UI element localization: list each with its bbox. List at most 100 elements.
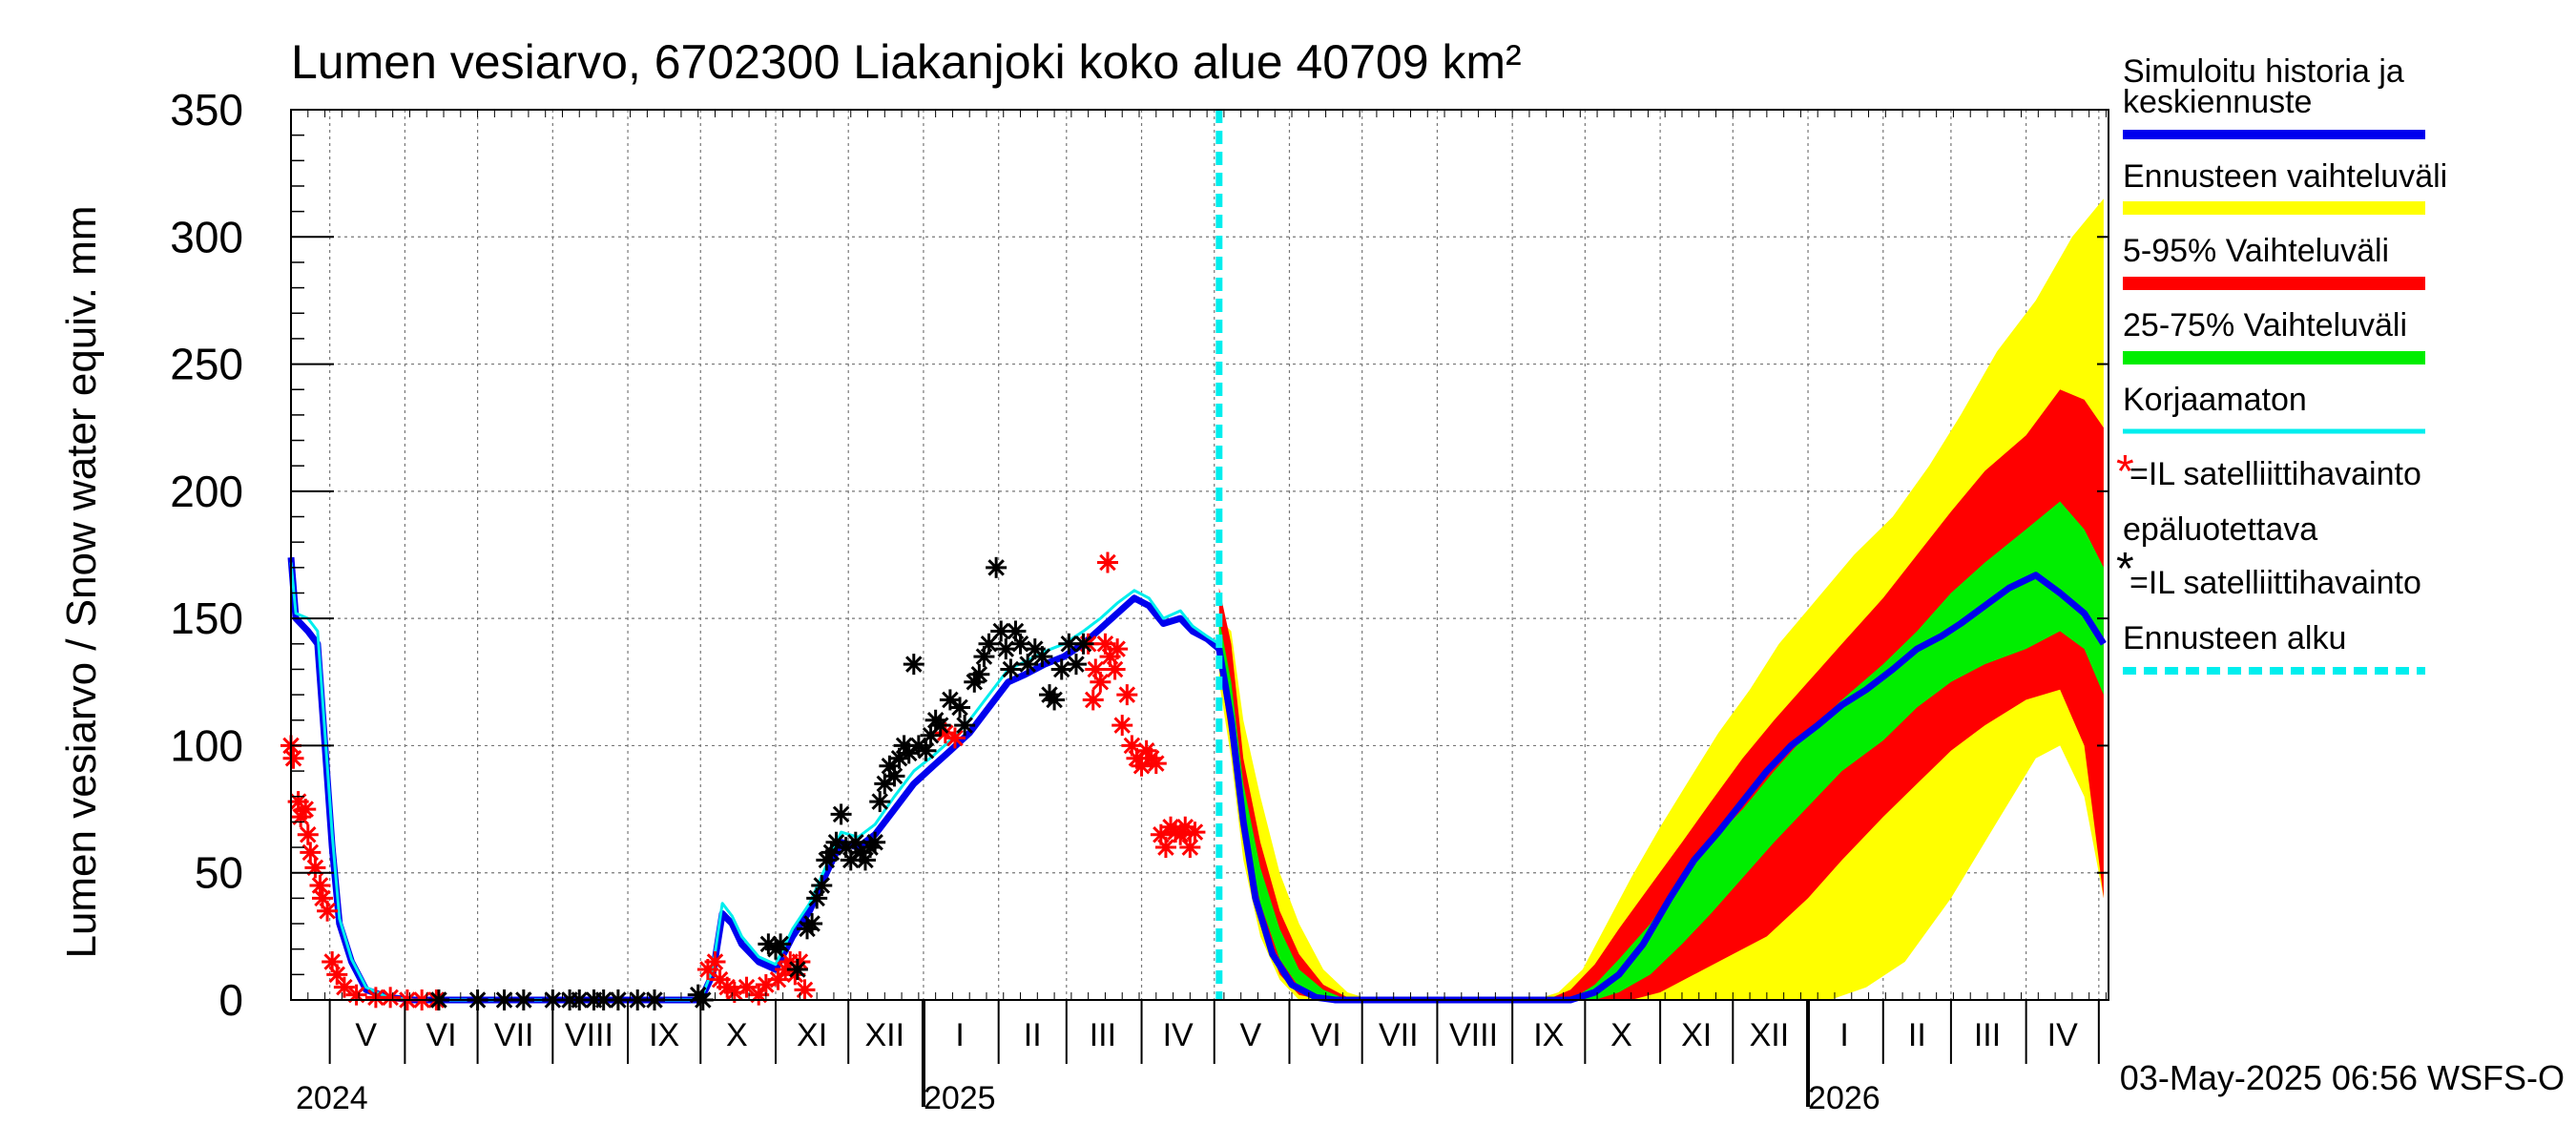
x-year-label: 2024	[296, 1080, 368, 1116]
x-month-label: XI	[1681, 1017, 1712, 1053]
y-axis-label: Lumen vesiarvo / Snow water equiv. mm	[58, 205, 105, 958]
x-month-label: III	[1090, 1017, 1116, 1053]
sat-obs-marker	[825, 831, 847, 853]
y-tick-label: 50	[195, 848, 243, 898]
legend-uncorrected-label: Korjaamaton	[2123, 382, 2307, 418]
sat-obs-marker	[869, 791, 891, 813]
sat-obs-marker	[949, 697, 971, 718]
legend-p25-75-label: 25-75% Vaihteluväli	[2123, 307, 2407, 344]
x-month-label: IV	[2047, 1017, 2078, 1053]
y-axis: 0 50 100 150 200 250 300 350	[170, 85, 2109, 1025]
x-year-label: 2025	[924, 1080, 996, 1116]
sat-obs-marker	[883, 765, 905, 787]
y-tick-label: 200	[170, 467, 243, 516]
legend-sat-unreliable-marker: *	[2116, 447, 2134, 497]
sat-unreliable-marker	[380, 987, 402, 1009]
x-month-label: X	[1610, 1017, 1632, 1053]
sat-obs-marker	[939, 689, 961, 711]
sat-obs-marker	[830, 803, 852, 825]
sat-unreliable-marker	[1179, 837, 1201, 859]
forecast-bands	[1218, 198, 2104, 1001]
plot-frame	[290, 109, 2109, 1001]
x-month-label: II	[1024, 1017, 1042, 1053]
legend-sat-unreliable-label-2: epäluotettava	[2123, 511, 2317, 548]
x-month-label: V	[1239, 1017, 1261, 1053]
sat-obs-marker	[1050, 658, 1072, 680]
legend-range-label: Ennusteen vaihteluväli	[2123, 158, 2447, 195]
sat-unreliable-marker	[1090, 671, 1111, 693]
legend-sat-obs-label: =IL satelliittihavainto	[2129, 565, 2421, 601]
x-month-label: XII	[865, 1017, 905, 1053]
x-month-label: IX	[649, 1017, 679, 1053]
x-month-label: VI	[1311, 1017, 1341, 1053]
sat-obs-marker	[801, 913, 823, 935]
sat-obs-marker	[1072, 633, 1094, 655]
sat-unreliable-marker	[297, 823, 319, 845]
sat-obs-marker	[978, 633, 1000, 655]
x-month-label: IX	[1533, 1017, 1564, 1053]
sat-obs-marker	[1000, 658, 1022, 680]
x-month-label: VII	[1379, 1017, 1419, 1053]
legend-forecast-start-label: Ennusteen alku	[2123, 620, 2346, 656]
x-month-label: I	[1839, 1017, 1848, 1053]
plot-area	[280, 109, 2109, 1010]
legend: Simuloitu historia ja keskiennuste Ennus…	[2116, 53, 2447, 675]
legend-simulated-label-2: keskiennuste	[2123, 84, 2312, 120]
sat-obs-marker	[1031, 646, 1053, 668]
y-tick-label: 0	[218, 975, 243, 1025]
grid	[291, 110, 2109, 1000]
y-tick-label: 300	[170, 212, 243, 261]
sat-obs-marker	[786, 959, 808, 981]
sat-unreliable-marker	[333, 976, 355, 998]
y-tick-label: 150	[170, 593, 243, 643]
sat-obs-marker	[840, 849, 862, 871]
sat-unreliable-marker	[1174, 816, 1196, 838]
x-month-label: VIII	[1449, 1017, 1498, 1053]
x-year-label: 2026	[1808, 1080, 1880, 1116]
x-month-label: XI	[797, 1017, 827, 1053]
sat-obs-marker	[1009, 633, 1031, 655]
x-month-label: VII	[494, 1017, 534, 1053]
sat-unreliable-marker	[704, 951, 726, 973]
sat-obs-marker	[968, 663, 990, 685]
sat-obs-marker	[954, 715, 976, 737]
x-month-label: VI	[426, 1017, 456, 1053]
sat-obs-marker	[770, 933, 792, 955]
x-axis: V VI VII VIII IX X XI XII I II III IV V VI VII VIII IX X X…	[290, 110, 2107, 1116]
sat-unreliable-marker	[1096, 552, 1118, 573]
sat-unreliable-marker	[309, 875, 331, 897]
x-month-label: II	[1908, 1017, 1926, 1053]
y-tick-label: 250	[170, 340, 243, 389]
x-month-label: III	[1974, 1017, 2001, 1053]
sat-unreliable-marker	[1116, 684, 1138, 706]
sat-unreliable-marker	[1145, 753, 1167, 775]
x-month-label: V	[355, 1017, 377, 1053]
x-month-label: I	[955, 1017, 964, 1053]
y-tick-label: 350	[170, 85, 243, 135]
sat-obs-marker	[929, 715, 951, 737]
sat-obs-marker	[1044, 689, 1066, 711]
sat-obs-marker	[990, 620, 1012, 642]
sat-unreliable-marker	[295, 799, 317, 821]
sat-unreliable-marker	[736, 976, 758, 998]
sat-unreliable-marker	[1082, 689, 1104, 711]
x-month-label: X	[726, 1017, 748, 1053]
sat-obs-marker	[1017, 654, 1039, 676]
sat-obs-marker	[874, 773, 896, 795]
sat-unreliable-marker	[317, 900, 339, 922]
sat-unreliable-marker	[282, 747, 304, 769]
sat-unreliable-marker	[944, 727, 966, 749]
band-25-75-vaihteluv-li	[1218, 501, 2104, 1000]
sat-unreliable-marker	[1107, 638, 1129, 660]
y-tick-label: 100	[170, 720, 243, 770]
x-month-label: VIII	[565, 1017, 613, 1053]
sat-obs-marker	[864, 831, 886, 853]
sat-obs-marker	[811, 875, 833, 897]
sat-unreliable-marker	[1104, 658, 1126, 680]
sat-obs-marker	[903, 654, 924, 676]
x-month-label: IV	[1163, 1017, 1194, 1053]
sat-unreliable-marker	[300, 842, 322, 864]
timestamp: 03-May-2025 06:56 WSFS-O	[2120, 1058, 2565, 1097]
sat-obs-marker	[986, 556, 1008, 578]
